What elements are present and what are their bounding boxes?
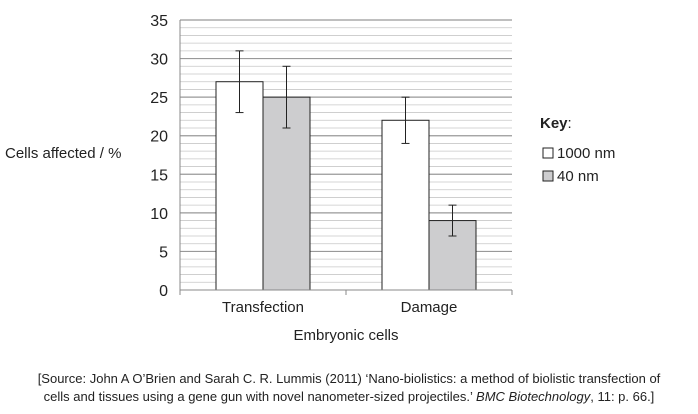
legend: Key: 1000 nm 40 nm: [540, 115, 615, 185]
y-tick-label: 10: [150, 206, 168, 223]
y-axis-ticks: 0 5 10 15 20 25 30 35: [150, 13, 168, 300]
bar-transfection-40nm: [262, 96, 311, 291]
y-tick-label: 20: [150, 129, 168, 146]
y-tick-label: 5: [159, 244, 168, 261]
legend-label-40nm: 40 nm: [557, 168, 599, 185]
source-citation: [Source: John A O’Brien and Sarah C. R. …: [0, 370, 698, 406]
legend-label-1000nm: 1000 nm: [557, 145, 615, 162]
bars: [215, 50, 477, 291]
legend-swatch-1000nm: [542, 147, 554, 159]
y-tick-label: 35: [150, 13, 168, 30]
y-tick-label: 30: [150, 52, 168, 69]
bar-damage-1000nm: [381, 119, 430, 291]
x-axis-label: Embryonic cells: [293, 327, 398, 344]
y-axis-label: Cells affected / %: [5, 145, 121, 162]
y-tick-label: 15: [150, 167, 168, 184]
x-axis: Transfection Damage: [179, 20, 513, 316]
legend-swatch-40nm: [542, 170, 554, 182]
x-tick-label: Transfection: [222, 299, 304, 316]
source-line-1: [Source: John A O’Brien and Sarah C. R. …: [37, 371, 661, 386]
x-tick-label: Damage: [401, 299, 458, 316]
journal-name: BMC Biotechnology: [476, 389, 591, 404]
y-tick-label: 0: [159, 283, 168, 300]
bar-chart: 0 5 10 15 20 25 30 35 Transfection Damage Cells …: [5, 13, 615, 344]
source-line-2: cells and tissues using a gene gun with …: [43, 389, 655, 404]
y-tick-label: 25: [150, 90, 168, 107]
legend-title: Key:: [540, 115, 572, 132]
